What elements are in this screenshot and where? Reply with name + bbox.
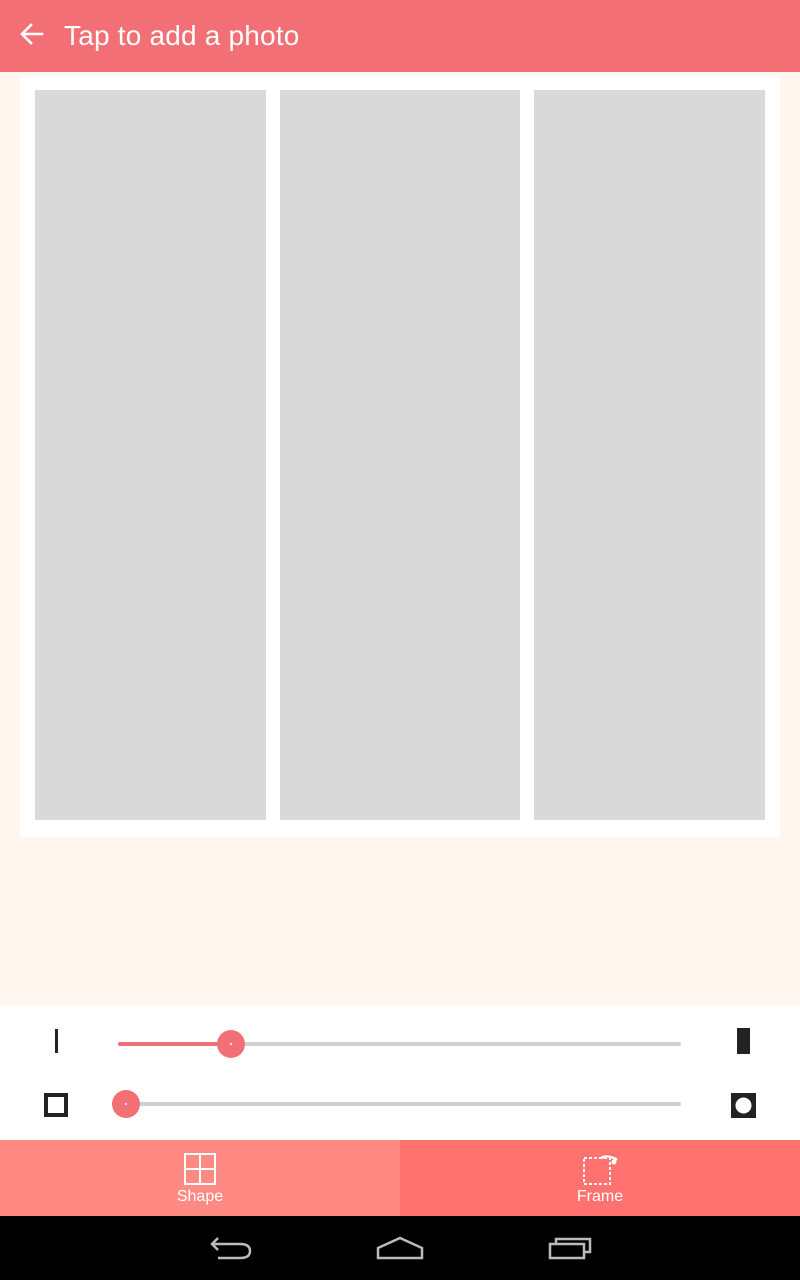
border-width-slider-fill xyxy=(118,1042,231,1046)
photo-cell-2[interactable] xyxy=(280,90,520,820)
app-bar: Tap to add a photo xyxy=(0,0,800,72)
bottom-tab-bar: Shape Frame xyxy=(0,1140,800,1216)
collage-canvas-area xyxy=(0,72,800,1006)
home-icon[interactable] xyxy=(370,1232,430,1264)
tab-frame[interactable]: Frame xyxy=(400,1140,800,1216)
arrow-left-icon xyxy=(19,21,45,52)
corner-radius-slider-row xyxy=(0,1084,800,1124)
rounded-corner-icon xyxy=(731,1093,756,1123)
tab-shape[interactable]: Shape xyxy=(0,1140,400,1216)
square-corner-icon xyxy=(44,1093,68,1122)
corner-radius-slider[interactable] xyxy=(118,1102,681,1106)
border-width-slider[interactable] xyxy=(118,1042,681,1046)
recent-apps-icon[interactable] xyxy=(540,1232,600,1264)
border-width-slider-row xyxy=(0,1024,800,1064)
tab-shape-label: Shape xyxy=(176,1188,224,1205)
frame-icon xyxy=(580,1152,620,1186)
border-width-slider-thumb[interactable] xyxy=(217,1030,245,1058)
photo-cell-3[interactable] xyxy=(534,90,765,820)
thick-line-icon xyxy=(737,1028,750,1059)
tab-frame-label: Frame xyxy=(576,1188,624,1205)
back-icon[interactable] xyxy=(200,1232,260,1264)
page-title: Tap to add a photo xyxy=(64,20,300,51)
back-button[interactable] xyxy=(0,0,64,72)
collage-frame xyxy=(20,76,780,838)
photo-cell-1[interactable] xyxy=(35,90,266,820)
grid-layout-icon xyxy=(184,1152,216,1186)
system-navigation-bar xyxy=(0,1216,800,1280)
thin-line-icon xyxy=(55,1029,59,1058)
adjustment-panel xyxy=(0,1006,800,1140)
corner-radius-slider-thumb[interactable] xyxy=(112,1090,140,1118)
